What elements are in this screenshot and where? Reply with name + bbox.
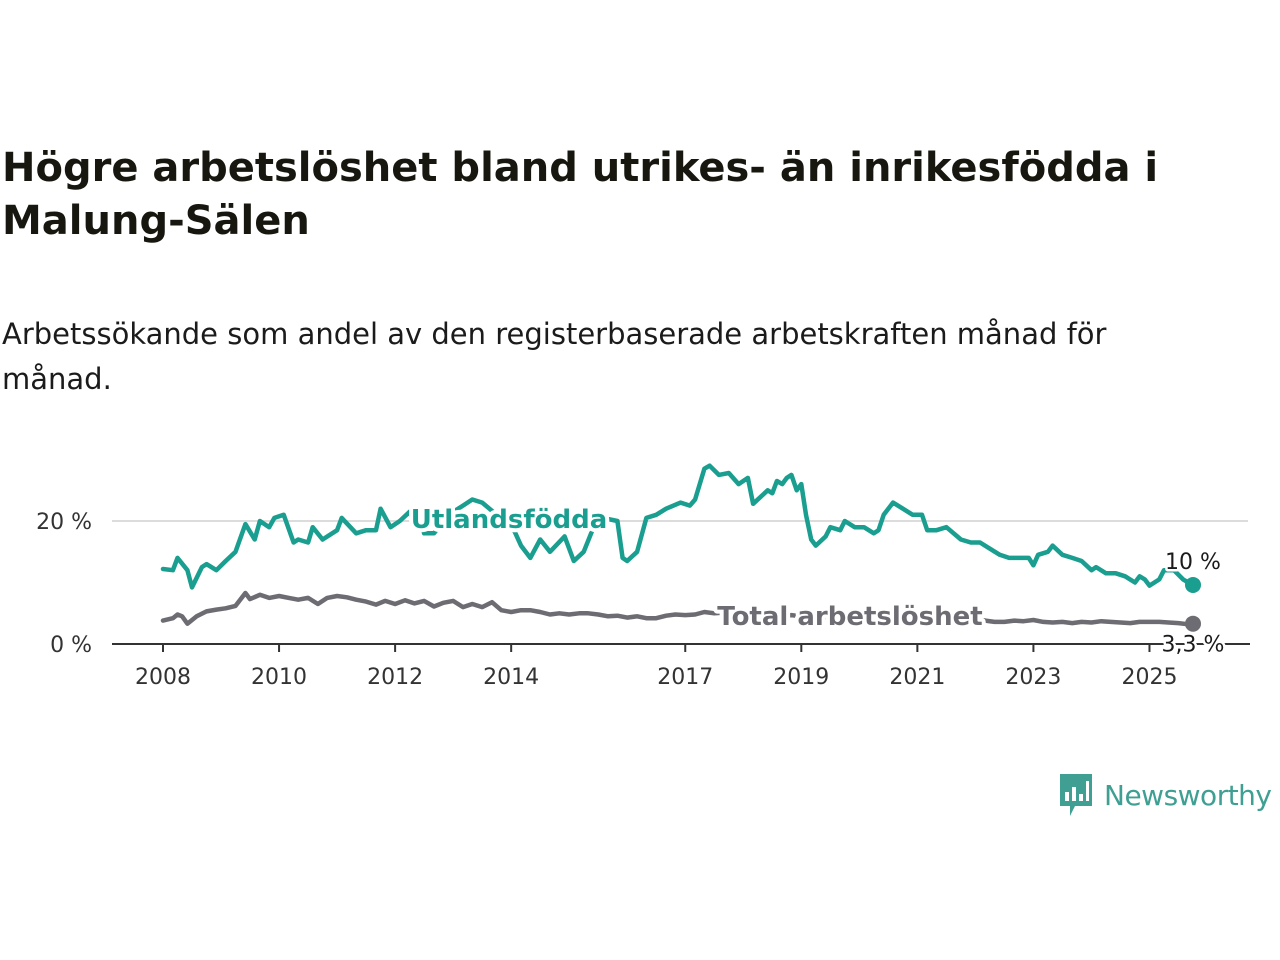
line-chart: 0 % 20 % 2008 2010 2012 2014 2017 2019 2021 2023 2…: [36, 463, 1250, 690]
series-end-dot: [1185, 615, 1201, 632]
x-tick-label: 2023: [1005, 665, 1061, 690]
x-tick-label: 2017: [657, 665, 713, 690]
end-value-label-utlandsfodda: 10 %: [1165, 550, 1221, 575]
chart-title: Högre arbetslöshet bland utrikes- än inr…: [2, 145, 1159, 244]
x-tick-label: 2012: [367, 665, 423, 690]
newsworthy-logo: Newsworthy: [1058, 772, 1272, 818]
x-tick-label: 2025: [1121, 665, 1177, 690]
y-tick-label: 0 %: [50, 633, 92, 658]
x-tick-label: 2014: [483, 665, 539, 690]
x-tick-label: 2021: [889, 665, 945, 690]
end-value-label-total: 3,3 %: [1162, 633, 1225, 658]
newsworthy-logo-text: Newsworthy: [1104, 778, 1272, 812]
series-label-total: Total arbetslöshet: [717, 602, 982, 632]
series-end-dot: [1185, 576, 1201, 593]
chart-subtitle: Arbetssökande som andel av den registerb…: [2, 317, 1107, 396]
series-label-utlandsfodda: Utlandsfödda: [411, 505, 608, 535]
x-tick-label: 2010: [251, 665, 307, 690]
y-tick-label: 20 %: [36, 510, 92, 535]
x-tick-label: 2019: [773, 665, 829, 690]
newsworthy-logo-icon: [1060, 774, 1092, 816]
x-tick-label: 2008: [135, 665, 191, 690]
series-line-total: [160, 590, 1196, 627]
series-line-utlandsfodda: [160, 463, 1196, 590]
